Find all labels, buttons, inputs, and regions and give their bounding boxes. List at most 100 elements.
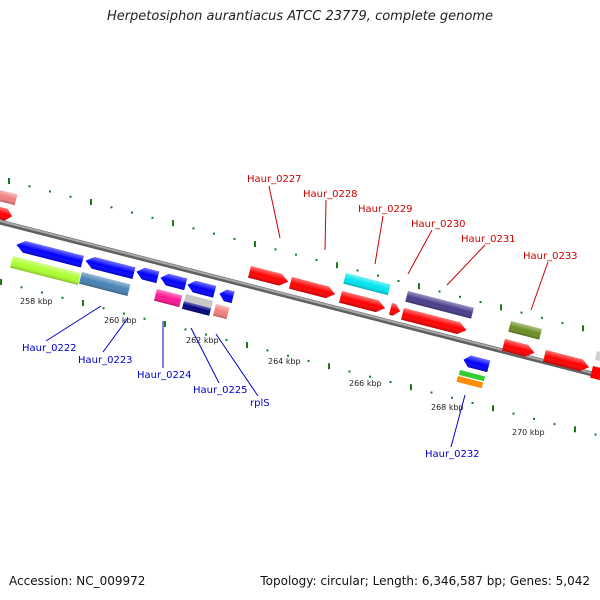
minor-tick <box>553 423 556 426</box>
scale-label: 270 kbp <box>512 428 545 437</box>
major-tick <box>82 300 84 306</box>
major-tick <box>500 304 502 311</box>
minor-tick <box>315 258 318 261</box>
minor-tick <box>520 311 523 314</box>
gene-lime[interactable] <box>10 256 81 286</box>
minor-tick <box>377 274 379 277</box>
major-tick <box>254 241 256 248</box>
gene-blue-b[interactable] <box>84 255 136 280</box>
gene-red-0229b[interactable] <box>339 291 387 314</box>
gene-red-edge-right[interactable] <box>590 366 600 381</box>
major-tick <box>172 220 174 227</box>
gene-rpls[interactable] <box>213 304 230 320</box>
gene-red-small[interactable] <box>389 303 402 317</box>
major-tick <box>90 199 92 205</box>
forward-strand-genes <box>0 190 600 381</box>
minor-tick <box>102 307 105 310</box>
major-tick <box>0 279 2 285</box>
gene-edge-red[interactable] <box>0 207 14 222</box>
gene-haur-0230[interactable] <box>405 291 474 319</box>
major-tick <box>336 262 338 269</box>
gene-haur-0225[interactable] <box>182 301 212 316</box>
gene-edge-salmon[interactable] <box>0 190 18 206</box>
major-tick <box>8 178 10 184</box>
gene-haur-0232-orange[interactable] <box>456 376 484 389</box>
gene-haur-0233[interactable] <box>508 321 542 340</box>
gene-grey-edge-right[interactable] <box>594 351 600 362</box>
gene-haur-0223[interactable] <box>79 272 131 297</box>
minor-tick <box>266 349 269 352</box>
gene-blue-e[interactable] <box>186 279 217 298</box>
minor-tick <box>369 375 371 378</box>
scale-label: 258 kbp <box>20 297 53 306</box>
major-tick <box>582 325 584 332</box>
gene-blue-f[interactable] <box>218 288 235 304</box>
label-haur-0229[interactable]: Haur_0229 <box>358 204 413 215</box>
label-haur-0233[interactable]: Haur_0233 <box>523 251 578 262</box>
minor-tick <box>143 317 146 320</box>
gene-blue-d[interactable] <box>159 272 188 291</box>
label-haur-0232[interactable]: Haur_0232 <box>425 449 480 460</box>
label-haur-0227[interactable]: Haur_0227 <box>247 174 302 185</box>
minor-tick <box>69 195 72 198</box>
scale-label: 262 kbp <box>186 336 219 345</box>
label-haur-0225[interactable]: Haur_0225 <box>193 385 248 396</box>
label-haur-0223[interactable]: Haur_0223 <box>78 355 133 366</box>
gene-haur-0229[interactable] <box>343 273 391 296</box>
minor-tick <box>561 322 564 325</box>
gene-red-0233b[interactable] <box>502 339 536 359</box>
genome-backbone <box>0 219 600 379</box>
minor-tick <box>307 359 310 362</box>
major-tick <box>328 363 330 370</box>
minor-tick <box>356 269 359 272</box>
minor-tick <box>438 290 441 293</box>
gene-haur-0228[interactable] <box>289 277 337 300</box>
minor-tick <box>20 286 23 289</box>
minor-tick <box>471 402 474 404</box>
minor-tick <box>41 291 43 294</box>
gene-haur-0231[interactable] <box>401 308 468 336</box>
reverse-gene-labels: Haur_0222 Haur_0223 Haur_0224 Haur_0225 … <box>22 305 480 460</box>
major-tick <box>164 321 166 328</box>
scale-label: 268 kbp <box>431 403 464 412</box>
gene-haur-0224[interactable] <box>154 289 183 308</box>
label-rpls[interactable]: rplS <box>250 398 270 409</box>
gene-silver[interactable] <box>184 294 214 308</box>
label-haur-0230[interactable]: Haur_0230 <box>411 219 466 230</box>
outer-tick-ring <box>8 178 584 332</box>
scale-label: 266 kbp <box>349 379 382 388</box>
minor-tick <box>451 396 453 399</box>
minor-tick <box>459 295 461 298</box>
major-tick <box>410 384 412 391</box>
label-haur-0228[interactable]: Haur_0228 <box>303 189 358 200</box>
minor-tick <box>287 354 289 357</box>
major-tick <box>492 405 494 412</box>
reverse-strand-genes <box>10 239 491 389</box>
minor-tick <box>233 237 236 240</box>
gene-haur-0222[interactable] <box>15 239 84 268</box>
label-haur-0231[interactable]: Haur_0231 <box>461 234 516 245</box>
minor-tick <box>213 232 215 235</box>
minor-tick <box>28 185 31 188</box>
scale-label: 264 kbp <box>268 357 301 366</box>
minor-tick <box>533 417 535 420</box>
minor-tick <box>49 190 51 193</box>
label-haur-0224[interactable]: Haur_0224 <box>137 370 192 381</box>
minor-tick <box>479 301 482 303</box>
minor-tick <box>541 316 543 319</box>
gene-red-right[interactable] <box>543 350 591 373</box>
major-tick <box>246 342 248 349</box>
minor-tick <box>348 370 351 373</box>
gene-haur-0232-green[interactable] <box>458 370 486 382</box>
gene-blue-c[interactable] <box>135 266 160 284</box>
minor-tick <box>389 381 392 383</box>
minor-tick <box>225 338 228 341</box>
gene-haur-0227[interactable] <box>248 266 290 288</box>
label-haur-0222[interactable]: Haur_0222 <box>22 343 77 354</box>
topology-text: Topology: circular; Length: 6,346,587 bp… <box>260 574 590 588</box>
major-tick <box>574 426 576 433</box>
minor-tick <box>205 333 207 336</box>
minor-tick <box>295 253 297 256</box>
gene-haur-0232-blue[interactable] <box>462 354 491 373</box>
